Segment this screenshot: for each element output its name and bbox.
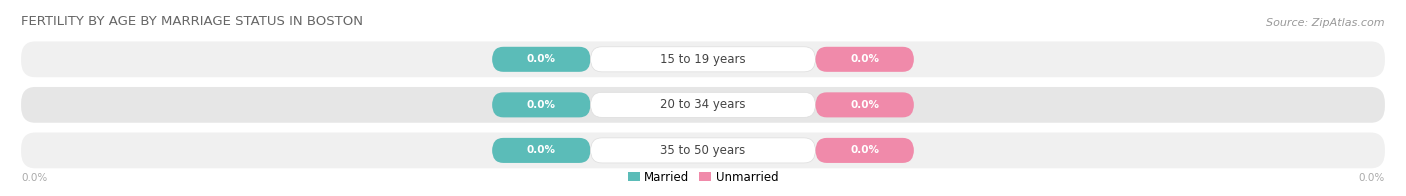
Text: 0.0%: 0.0% bbox=[527, 54, 555, 64]
FancyBboxPatch shape bbox=[492, 138, 591, 163]
FancyBboxPatch shape bbox=[492, 92, 591, 117]
FancyBboxPatch shape bbox=[815, 138, 914, 163]
FancyBboxPatch shape bbox=[21, 41, 1385, 77]
FancyBboxPatch shape bbox=[591, 47, 815, 72]
FancyBboxPatch shape bbox=[815, 92, 914, 117]
FancyBboxPatch shape bbox=[492, 47, 591, 72]
FancyBboxPatch shape bbox=[815, 47, 914, 72]
Text: 0.0%: 0.0% bbox=[1358, 173, 1385, 183]
Text: 0.0%: 0.0% bbox=[851, 100, 879, 110]
FancyBboxPatch shape bbox=[591, 92, 815, 117]
Text: 20 to 34 years: 20 to 34 years bbox=[661, 98, 745, 111]
Text: 0.0%: 0.0% bbox=[527, 100, 555, 110]
FancyBboxPatch shape bbox=[21, 132, 1385, 168]
Text: 0.0%: 0.0% bbox=[851, 145, 879, 155]
Text: 35 to 50 years: 35 to 50 years bbox=[661, 144, 745, 157]
FancyBboxPatch shape bbox=[591, 138, 815, 163]
Text: FERTILITY BY AGE BY MARRIAGE STATUS IN BOSTON: FERTILITY BY AGE BY MARRIAGE STATUS IN B… bbox=[21, 15, 363, 28]
FancyBboxPatch shape bbox=[21, 87, 1385, 123]
Text: 0.0%: 0.0% bbox=[21, 173, 48, 183]
Legend: Married, Unmarried: Married, Unmarried bbox=[628, 171, 778, 183]
Text: 15 to 19 years: 15 to 19 years bbox=[661, 53, 745, 66]
Text: 0.0%: 0.0% bbox=[527, 145, 555, 155]
Text: 0.0%: 0.0% bbox=[851, 54, 879, 64]
Text: Source: ZipAtlas.com: Source: ZipAtlas.com bbox=[1267, 18, 1385, 28]
